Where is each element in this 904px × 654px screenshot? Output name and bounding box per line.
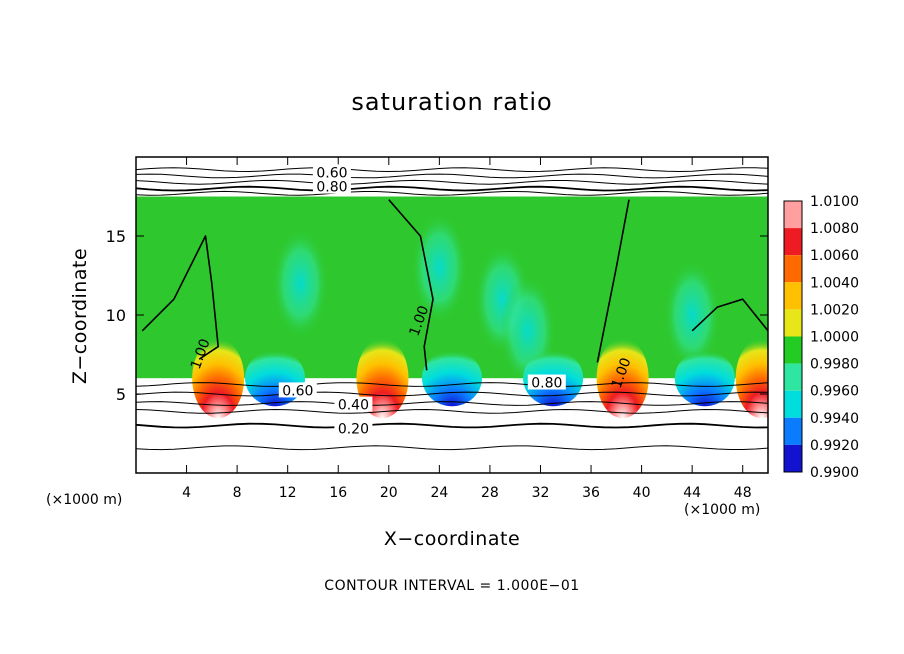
colorbar-swatch-0 (784, 201, 802, 229)
colorbar-swatch-9 (784, 444, 802, 472)
contour-label-text: 0.80 (316, 180, 347, 196)
contour-line-9 (136, 422, 768, 429)
colorbar-swatch-7 (784, 390, 802, 418)
x-tick-label: 8 (233, 485, 242, 501)
x-tick-label: 12 (279, 485, 297, 501)
colorbar-swatch-5 (784, 336, 802, 364)
contour-interval-note: CONTOUR INTERVAL = 1.000E−01 (324, 578, 580, 594)
colorbar-label-0: 1.0100 (810, 194, 859, 210)
colorbar-label-8: 0.9940 (810, 411, 859, 427)
colorbar-swatch-6 (784, 363, 802, 391)
supersaturated-core-3 (735, 338, 768, 419)
x-tick-label: 28 (481, 485, 499, 501)
subsaturated-spot-1 (422, 350, 482, 407)
contour-label-text: 0.20 (338, 421, 369, 437)
contour-label-bg (334, 420, 373, 436)
saturation-field (136, 167, 768, 451)
x-tick-label: 44 (683, 485, 701, 501)
contour-label-bg (312, 164, 351, 180)
colorbar-label-2: 1.0060 (810, 248, 859, 264)
colorbar-label-7: 0.9960 (810, 384, 859, 400)
x-tick-label: 20 (380, 485, 398, 501)
contour-label-7: 0.40 (334, 396, 373, 414)
contour-label-bg (334, 396, 373, 412)
colorbar-label-9: 0.9920 (810, 438, 859, 454)
contour-line-6 (136, 391, 768, 397)
colorbar-label-4: 1.0020 (810, 302, 859, 318)
contour-line-7 (136, 401, 768, 406)
contour-1-00-1 (388, 199, 434, 371)
x-tick-label: 40 (633, 485, 651, 501)
colorbar-swatch-1 (784, 228, 802, 256)
x-tick-label: 4 (182, 485, 191, 501)
contour-label-5: 0.60 (278, 382, 317, 399)
x-tick-label: 36 (582, 485, 600, 501)
moist-column-4 (411, 212, 468, 323)
colorbar-label-5: 1.0000 (810, 330, 859, 346)
contour-label-0: 0.60 (312, 164, 351, 181)
contour-line-2 (136, 179, 768, 185)
contour-label-bg (527, 374, 566, 390)
moist-column-0 (272, 228, 329, 339)
chart-title: saturation ratio (351, 88, 553, 116)
supersaturated-core-2 (596, 338, 649, 419)
contour-label-text: 0.40 (338, 398, 369, 414)
y-tick-label: 15 (106, 227, 126, 246)
contour-line-3 (136, 185, 768, 192)
x-unit-label-right: (×1000 m) (684, 502, 761, 518)
contour-1-00-3 (691, 298, 768, 332)
colorbar-label-6: 0.9980 (810, 357, 859, 373)
moist-column-3 (664, 260, 721, 370)
x-unit-label-left: (×1000 m) (46, 492, 123, 508)
contour-1-00-2 (596, 199, 630, 363)
contour-label-bg (312, 178, 351, 194)
x-tick-label: 48 (734, 485, 752, 501)
contour-label-bg (278, 382, 317, 398)
contour-1-00-0 (141, 235, 219, 360)
contour-label-text: 0.80 (531, 376, 562, 392)
y-tick-label: 10 (106, 306, 126, 325)
contour-label-8: 0.20 (334, 420, 373, 437)
colorbar-label-1: 1.0080 (810, 221, 859, 237)
subsaturated-spot-3 (674, 350, 735, 407)
contour-line-10 (136, 445, 768, 451)
colorbar-label-3: 1.0040 (810, 275, 859, 291)
y-tick-label: 5 (116, 385, 126, 404)
contour-line-8 (136, 408, 768, 414)
x-tick-label: 16 (329, 485, 347, 501)
colorbar-label-10: 0.9900 (810, 465, 859, 481)
x-tick-label: 24 (430, 485, 448, 501)
colorbar-swatch-4 (784, 309, 802, 337)
contour-label-text: 0.60 (282, 383, 313, 399)
colorbar-frame (783, 200, 803, 473)
contour-label-text: 0.60 (316, 165, 347, 181)
x-tick-label: 32 (532, 485, 550, 501)
contour-label-1: 0.80 (312, 178, 351, 196)
contour-line-4 (136, 190, 768, 196)
colorbar-swatch-8 (784, 417, 802, 445)
contour-line-5 (136, 382, 768, 387)
contour-label-6: 0.80 (527, 374, 566, 392)
colorbar-swatch-2 (784, 255, 802, 283)
colorbar-swatch-3 (784, 282, 802, 310)
contour-line-1 (136, 173, 768, 179)
x-axis-label: X−coordinate (383, 528, 521, 550)
contour-line-0 (136, 167, 768, 173)
supersaturated-core-0 (192, 338, 245, 419)
